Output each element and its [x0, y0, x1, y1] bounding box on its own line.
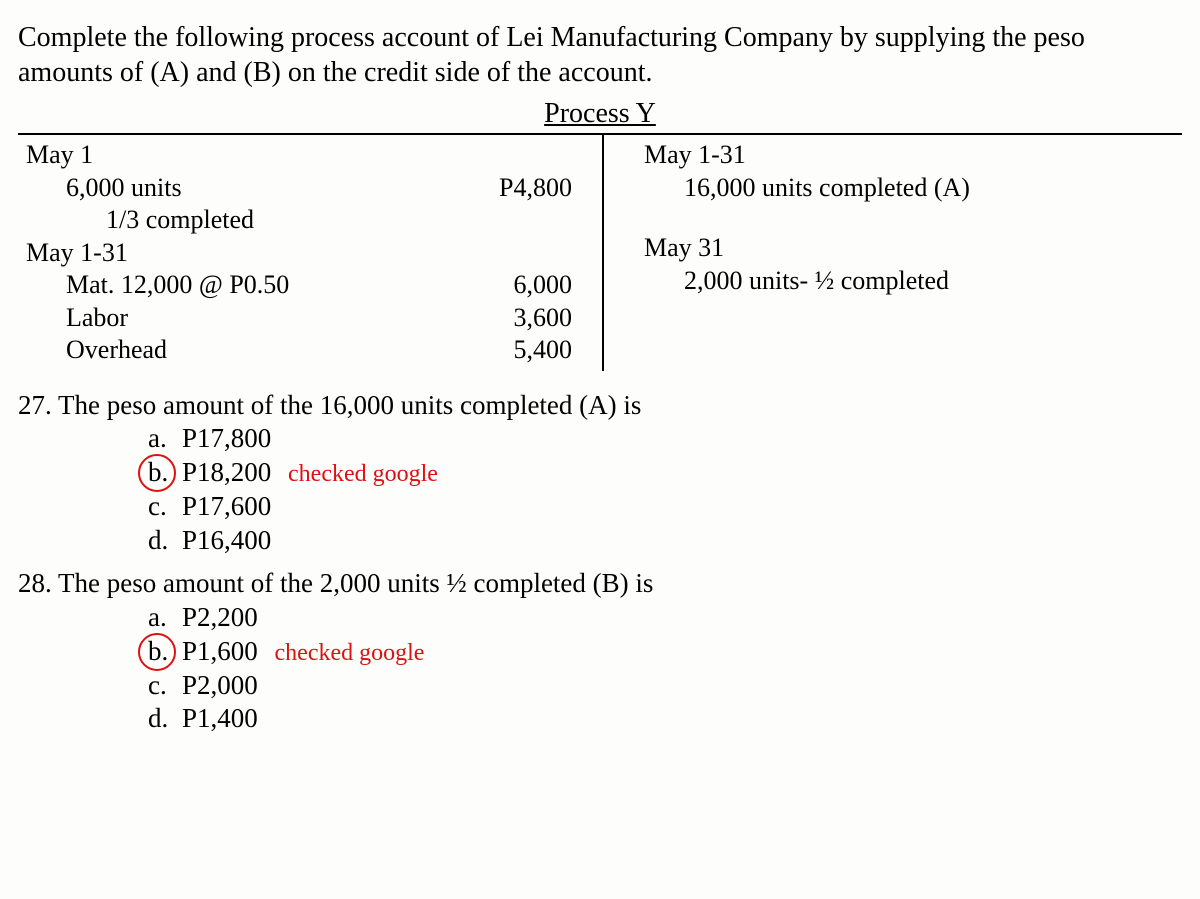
q27-opt-a: a.P17,800 [148, 422, 1182, 456]
debit-may1-amt: P4,800 [424, 172, 572, 205]
question-28: 28. The peso amount of the 2,000 units ½… [18, 567, 1182, 601]
process-title: Process Y [18, 96, 1182, 131]
q28-options: a.P2,200 b.P1,600 checked google c.P2,00… [148, 601, 1182, 736]
handwritten-note: checked google [275, 640, 425, 666]
q28-opt-b: b.P1,600 checked google [148, 635, 1182, 669]
q27-options: a.P17,800 b.P18,200 checked google c.P17… [148, 422, 1182, 557]
debit-may1-units: 6,000 units [26, 172, 408, 205]
credit-completed: 16,000 units completed (A) [644, 172, 1174, 205]
debit-labor: Labor [26, 302, 408, 335]
handwritten-note: checked google [288, 461, 438, 487]
credit-wip: 2,000 units- ½ completed [644, 265, 1174, 298]
debit-mat-amt: 6,000 [424, 269, 572, 302]
credit-period: May 1-31 [644, 140, 746, 169]
q28-opt-c: c.P2,000 [148, 669, 1182, 703]
debit-may1-status: 1/3 completed [26, 204, 408, 237]
q27-opt-d: d.P16,400 [148, 524, 1182, 558]
credit-may31: May 31 [644, 233, 724, 262]
q27-opt-c: c.P17,600 [148, 490, 1182, 524]
instructions-text: Complete the following process account o… [18, 20, 1182, 90]
q28-opt-a: a.P2,200 [148, 601, 1182, 635]
q27-opt-b: b.P18,200 checked google [148, 456, 1182, 490]
debit-period: May 1-31 [26, 238, 128, 267]
debit-mat: Mat. 12,000 @ P0.50 [26, 269, 408, 302]
question-27: 27. The peso amount of the 16,000 units … [18, 389, 1182, 423]
debit-oh: Overhead [26, 334, 408, 367]
debit-may1: May 1 [26, 140, 93, 169]
debit-labor-amt: 3,600 [424, 302, 572, 335]
debit-oh-amt: 5,400 [424, 334, 572, 367]
q28-opt-d: d.P1,400 [148, 702, 1182, 736]
t-account: May 1 6,000 units 1/3 completed May 1-31… [18, 133, 1182, 371]
